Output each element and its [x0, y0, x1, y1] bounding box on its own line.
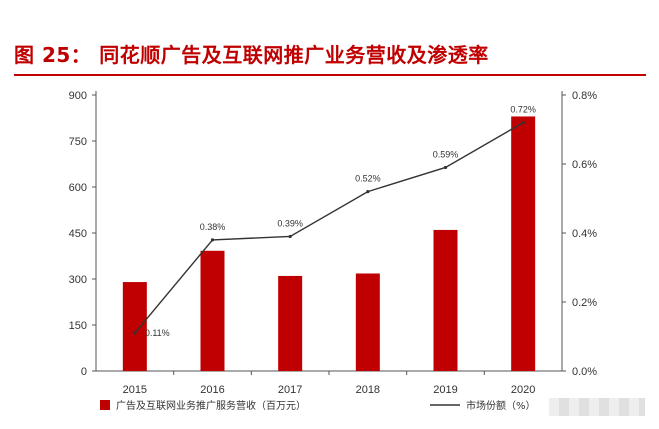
share-data-label: 0.38% — [200, 222, 226, 232]
figure-title: 图 25： 同花顺广告及互联网推广业务营收及渗透率 — [14, 34, 489, 72]
bar-series — [122, 116, 536, 371]
share-data-label: 0.72% — [510, 105, 536, 115]
right-tick-label: 0.0% — [572, 366, 597, 378]
right-tick-label: 0.6% — [572, 159, 597, 171]
legend-bar-label: 广告及互联网业务推广服务营收（百万元） — [116, 399, 306, 412]
right-tick-label: 0.4% — [572, 228, 597, 240]
bar-2020 — [511, 116, 536, 371]
data-labels: 0.11% 0.38% 0.39% 0.52% 0.59% 0.72% — [145, 105, 536, 338]
legend-line-label: 市场份额（%） — [466, 399, 536, 412]
left-tick-label: 900 — [69, 90, 87, 102]
share-point-2020 — [521, 121, 525, 125]
left-tick-label: 300 — [69, 274, 87, 286]
chart-axes: 0 150 300 450 600 750 900 0.0% 0.2% 0.4% 0.6% 0.8% 2… — [69, 90, 598, 396]
right-tick-label: 0.8% — [572, 90, 597, 102]
share-data-label: 0.59% — [433, 149, 459, 159]
line-series — [133, 121, 525, 335]
bar-2018 — [355, 273, 380, 371]
share-point-2019 — [443, 165, 448, 170]
left-tick-label: 600 — [69, 182, 87, 194]
x-tick-label: 2018 — [356, 384, 380, 396]
x-tick-label: 2019 — [433, 384, 457, 396]
share-point-2016 — [210, 238, 215, 242]
left-tick-label: 0 — [81, 366, 87, 378]
share-data-label: 0.39% — [277, 218, 303, 228]
share-point-2015 — [133, 331, 137, 335]
bar-2019 — [433, 229, 458, 371]
share-data-label: 0.11% — [145, 328, 170, 338]
bar-2017 — [278, 275, 303, 371]
figure-number: 图 25： — [14, 42, 92, 67]
watermark — [549, 398, 645, 416]
x-tick-label: 2016 — [200, 384, 224, 396]
legend-bar-swatch — [100, 400, 110, 410]
x-tick-label: 2015 — [123, 384, 147, 396]
x-tick-label: 2017 — [278, 384, 302, 396]
legend: 广告及互联网业务推广服务营收（百万元） 市场份额（%） — [100, 399, 536, 412]
share-point-2018 — [366, 190, 370, 194]
bar-2016 — [200, 250, 225, 371]
x-tick-label: 2020 — [511, 384, 535, 396]
share-data-label: 0.52% — [355, 174, 381, 184]
left-tick-label: 150 — [69, 320, 87, 332]
bar-2015 — [122, 282, 147, 371]
share-point-2017 — [288, 234, 292, 239]
left-tick-label: 750 — [69, 136, 87, 148]
left-tick-label: 450 — [69, 228, 87, 240]
right-tick-label: 0.2% — [572, 297, 597, 309]
share-line — [134, 121, 524, 334]
title-divider — [14, 74, 646, 76]
figure-title-text: 同花顺广告及互联网推广业务营收及渗透率 — [99, 42, 489, 67]
